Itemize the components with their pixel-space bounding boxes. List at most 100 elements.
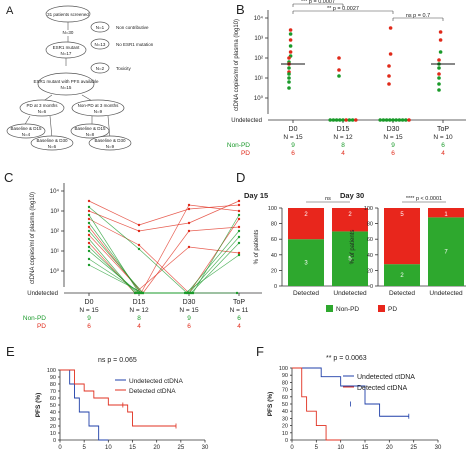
node-pd-d15-text: Baseline & D15	[10, 126, 42, 131]
pb-point-nonpd	[347, 118, 352, 122]
pc-group-label: D0	[85, 299, 94, 306]
pd-1-bar-pd	[384, 208, 420, 265]
pc-series-line-nonpd	[138, 248, 188, 294]
pb-n-label: N = 10	[433, 134, 453, 141]
pb-point-nonpd	[400, 118, 405, 122]
node-pd	[19, 99, 65, 117]
km-f-ytick-label: 70	[282, 388, 288, 394]
pb-point-nonpd	[341, 118, 345, 122]
pd-1-y-title: % of patients	[350, 230, 356, 265]
pb-group-label: ToP	[437, 126, 449, 133]
pb-undetected-label: Undetected	[231, 118, 262, 124]
km-e-ytick-label: 70	[50, 389, 56, 395]
pd-1-bar-nonpd	[428, 217, 464, 286]
pb-ytick-label: 10³	[254, 36, 263, 42]
pb-point-pd	[287, 56, 291, 60]
km-e-ytick-label: 30	[50, 417, 56, 423]
pd-0-category-label: Detected	[293, 290, 319, 297]
pd-0-bar-pd	[332, 208, 368, 232]
panel-label-e: E	[6, 344, 15, 359]
km-e-xtick-label: 30	[202, 445, 209, 451]
km-f-xtick-label: 15	[362, 445, 369, 451]
node-pd-d30-text: Baseline & D30	[36, 138, 68, 143]
pd-0-category-label: Undetected	[333, 290, 367, 297]
pc-series-point-nonpd	[237, 241, 241, 245]
km-e-ytick-label: 20	[50, 424, 56, 430]
km-f-ytick-label: 90	[282, 373, 288, 379]
pc-series-point-nonpd	[237, 253, 241, 257]
km-e-legend-undet: Undetected ctDNA	[129, 378, 183, 385]
pb-ytick-label: 10⁴	[254, 15, 264, 22]
pc-series-line-pd	[138, 222, 190, 232]
pc-n-label: N = 15	[79, 307, 99, 314]
pc-y-title: ctDNA copies/ml of plasma (log10)	[30, 192, 36, 284]
node-npd-d30	[88, 135, 132, 151]
pc-series-point-nonpd	[235, 291, 239, 295]
pb-pd-label: PD	[241, 150, 250, 157]
pc-series-line-pd	[138, 244, 190, 294]
label-noncontrib: Non contributive	[116, 25, 149, 30]
km-f-xtick-label: 0	[290, 445, 294, 451]
pc-pd-count: 4	[237, 323, 241, 330]
pb-pd-count: 4	[441, 150, 445, 157]
km-f-xtick-label: 5	[315, 445, 319, 451]
pc-series-line-nonpd	[88, 206, 140, 250]
pb-nonpd-count: 9	[291, 142, 295, 149]
pc-series-line-nonpd	[88, 214, 140, 294]
km-f-curve-det	[292, 367, 341, 441]
pb-ytick-label: 10²	[254, 56, 263, 62]
pd-1-ytick-label: 80	[367, 222, 373, 228]
flowchart: 31 patients screened N=30 N=1 Non contribut…	[6, 5, 154, 151]
km-f-xtick-label: 20	[386, 445, 393, 451]
pd-0-ytick-label: 80	[271, 222, 277, 228]
pd-0-bar-nonpd	[332, 231, 368, 286]
node-nonpd-text: Non-PD at 3 months	[78, 103, 120, 108]
pb-point-nonpd	[350, 118, 355, 122]
pc-series-line-pd	[188, 204, 240, 210]
pc-group-label: ToP	[233, 299, 245, 306]
pb-point-pd	[337, 68, 341, 72]
pc-series-point-pd	[237, 199, 241, 203]
label-tox: Toxicity	[116, 66, 132, 71]
pb-point-pd	[288, 38, 293, 42]
pb-ytick-label: 10⁰	[254, 95, 264, 102]
pb-group-label: D30	[387, 126, 400, 133]
pb-point-nonpd	[437, 76, 441, 80]
pb-pd-count: 6	[391, 150, 395, 157]
km-e-curve-det	[60, 369, 176, 427]
node-n13	[90, 38, 110, 50]
pc-group-label: D30	[183, 299, 196, 306]
pd-1-ytick-label: 60	[367, 237, 373, 243]
pb-point-pd	[407, 118, 411, 122]
pb-point-nonpd	[388, 118, 392, 122]
label-noesr1: No ESR1 mutation	[116, 42, 154, 47]
pd-1-bar-pd	[428, 208, 464, 218]
km-e-xtick-label: 25	[177, 445, 184, 451]
pb-point-pd	[387, 82, 391, 86]
legend-nonpd-swatch	[326, 305, 333, 312]
km-e-ytick-label: 90	[50, 375, 56, 381]
pd-0-bar-pd-label: 2	[348, 212, 352, 218]
pc-nonpd-count: 9	[187, 315, 191, 322]
pc-series-line-pd	[188, 200, 240, 224]
km-f-xtick-label: 10	[337, 445, 344, 451]
pc-series-line-nonpd	[188, 236, 240, 294]
pb-nonpd-count: 9	[391, 142, 395, 149]
pd-0-bar-pd-label: 2	[304, 212, 308, 218]
pc-series-line-nonpd	[88, 222, 142, 294]
km-f-ytick-label: 40	[282, 409, 288, 415]
km-e-ytick-label: 60	[50, 396, 56, 402]
km-e-ytick-label: 40	[50, 410, 56, 416]
arrow-9	[107, 115, 111, 139]
pc-ytick-label: 10³	[50, 209, 59, 215]
pb-point-nonpd	[287, 86, 291, 90]
pb-point-nonpd	[334, 118, 339, 122]
pb-point-nonpd	[437, 82, 441, 86]
node-pd-d30-count: N=6	[48, 144, 57, 149]
km-e-xtick-label: 0	[58, 445, 62, 451]
pc-nonpd-label: Non-PD	[23, 315, 46, 322]
pc-series-point-nonpd	[191, 291, 195, 295]
km-e-ytick-label: 80	[50, 382, 56, 388]
pc-series-line-nonpd	[184, 254, 240, 294]
